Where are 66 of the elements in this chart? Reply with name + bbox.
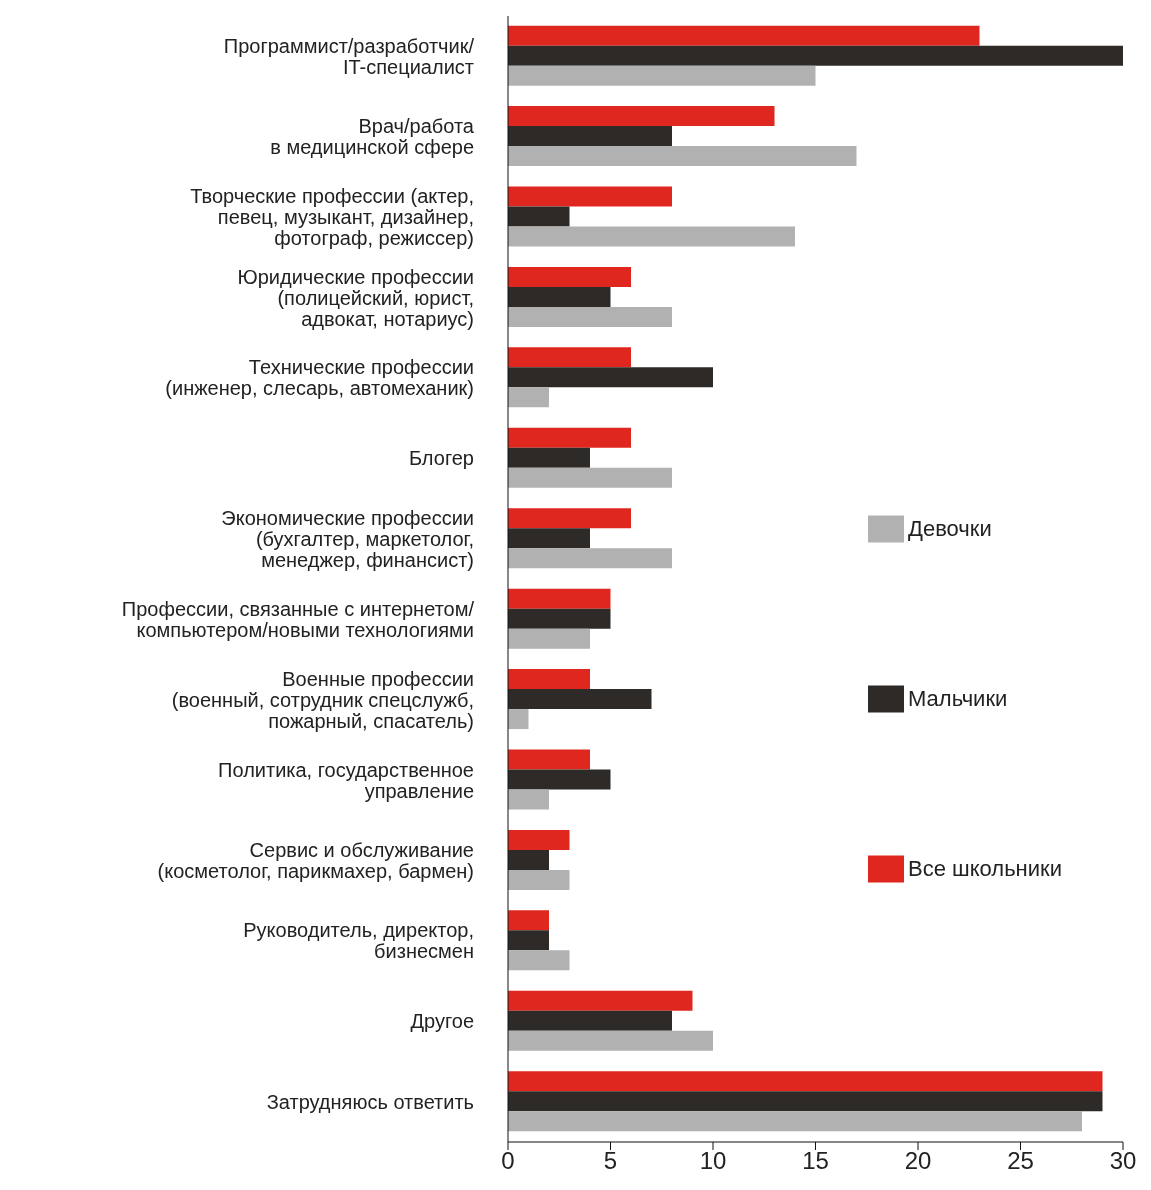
bar — [508, 1030, 713, 1051]
bar — [508, 528, 590, 549]
bar — [508, 45, 1123, 66]
y-tick-label: Программист/разработчик/ IT-специалист — [223, 34, 475, 78]
bar — [508, 367, 713, 388]
legend-label: Все школьники — [908, 856, 1062, 881]
bar — [508, 508, 631, 529]
y-tick-label: Сервис и обслуживание (косметолог, парикмахер, бармен) — [157, 839, 474, 882]
bar — [508, 1071, 1103, 1092]
bar — [508, 106, 775, 127]
y-tick-label: Врач/работа в медицинской сфере — [270, 115, 475, 159]
bar — [508, 669, 590, 690]
bar — [508, 749, 590, 770]
bar — [508, 126, 672, 147]
bar — [508, 146, 857, 167]
bar — [508, 608, 611, 629]
y-tick-label: Творческие профессии (актер, певец, музыкант, дизайнер, фотограф, режиссер) — [190, 185, 474, 250]
y-tick-label: Юридические профессии (полицейский, юрист, адвокат, нотариус) — [237, 265, 474, 330]
bar — [508, 306, 672, 327]
x-tick-label: 30 — [1109, 1147, 1137, 1175]
y-tick-label: Руководитель, директор, бизнесмен — [243, 919, 474, 963]
y-tick-label: Технические профессии (инженер, слесарь, автомеханик) — [165, 356, 474, 400]
x-tick-label: 5 — [603, 1147, 618, 1175]
y-tick-label: Затрудняюсь ответить — [266, 1090, 474, 1113]
bar — [508, 1010, 672, 1031]
bar — [508, 829, 570, 850]
bar — [508, 347, 631, 368]
bar — [508, 990, 693, 1011]
bar — [508, 910, 549, 931]
bar — [508, 387, 549, 408]
y-tick-label: Другое — [410, 1010, 474, 1033]
bar — [508, 709, 529, 730]
bar — [508, 789, 549, 810]
bar — [508, 226, 795, 247]
bar — [508, 930, 549, 951]
bar — [508, 769, 611, 790]
bar — [508, 206, 570, 227]
bar — [508, 628, 590, 649]
legend-label: Девочки — [908, 516, 992, 541]
y-tick-label: Экономические профессии (бухгалтер, маркетолог, менеджер, финансист) — [221, 506, 474, 571]
bar — [508, 65, 816, 86]
bar — [508, 186, 672, 207]
bar — [508, 869, 570, 890]
x-tick-label: 0 — [501, 1147, 515, 1175]
bar — [508, 689, 652, 710]
bar — [508, 950, 570, 971]
bar — [508, 25, 980, 46]
x-tick-label: 20 — [904, 1147, 932, 1175]
bar — [508, 849, 549, 870]
x-tick-label: 15 — [802, 1147, 829, 1175]
bar — [508, 467, 672, 488]
y-tick-label: Профессии, связанные с интернетом/ компьютером/новыми технологиями — [121, 597, 475, 641]
bar — [508, 266, 631, 287]
x-tick-label: 10 — [699, 1147, 727, 1175]
bar — [508, 1091, 1103, 1112]
y-tick-label: Блогер — [408, 447, 474, 470]
bar — [508, 548, 672, 569]
legend-label: Мальчики — [908, 686, 1008, 711]
bar — [508, 286, 611, 307]
bar — [508, 1111, 1082, 1132]
bar — [508, 588, 611, 609]
bar — [508, 427, 631, 448]
y-tick-label: Политика, государственное управление — [218, 758, 474, 802]
y-tick-label: Военные профессии (военный, сотрудник спецслужб, пожарный, спасатель) — [171, 667, 474, 732]
bar — [508, 447, 590, 468]
x-tick-label: 25 — [1007, 1147, 1034, 1175]
